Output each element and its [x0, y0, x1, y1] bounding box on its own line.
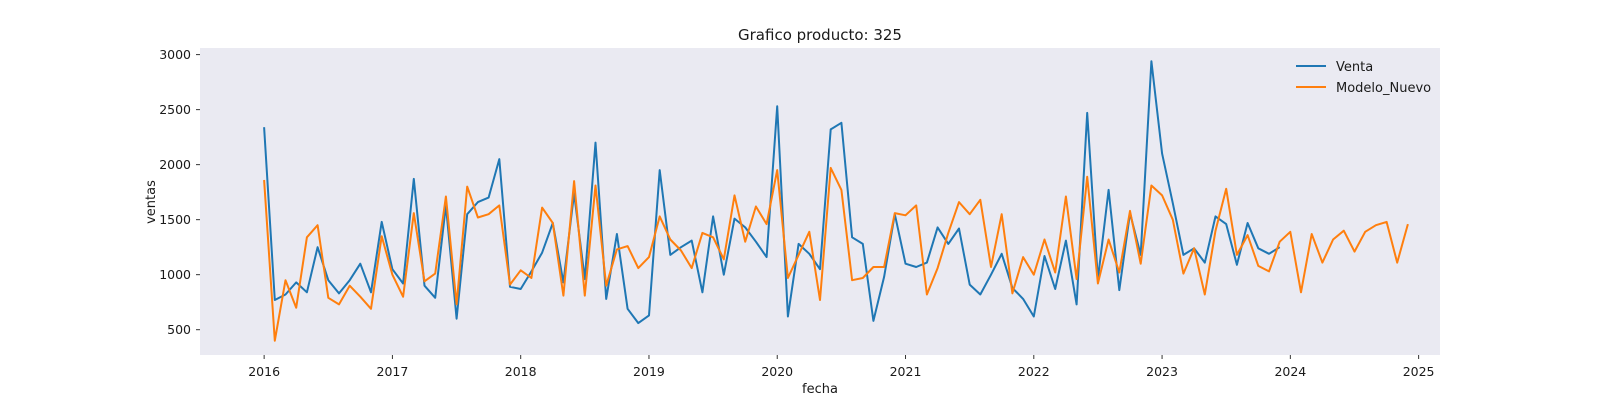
- y-tick-label: 2500: [159, 102, 191, 117]
- x-axis: 2016 2017 2018 2019 2020 2021 2022 2023 2024 2025: [248, 355, 1435, 379]
- y-tick-label: 2000: [159, 157, 191, 172]
- x-tick-label: 2024: [1274, 364, 1306, 379]
- y-tick-label: 500: [167, 322, 191, 337]
- x-tick-label: 2018: [505, 364, 537, 379]
- x-tick-label: 2023: [1146, 364, 1178, 379]
- x-tick-label: 2021: [890, 364, 922, 379]
- x-tick-label: 2017: [377, 364, 409, 379]
- y-tick-label: 1500: [159, 212, 191, 227]
- series-layer: [263, 60, 1409, 342]
- y-tick-label: 3000: [159, 47, 191, 62]
- x-tick-label: 2020: [761, 364, 793, 379]
- x-tick-label: 2022: [1018, 364, 1050, 379]
- legend-label: Modelo_Nuevo: [1336, 81, 1431, 96]
- x-tick-label: 2025: [1403, 364, 1435, 379]
- x-tick-label: 2019: [633, 364, 665, 379]
- x-axis-label: fecha: [802, 382, 838, 397]
- legend: Venta Modelo_Nuevo: [1296, 60, 1431, 96]
- series-line-venta: [263, 60, 1281, 325]
- chart-title: Grafico producto: 325: [738, 26, 902, 44]
- series-line-modelo-nuevo: [263, 166, 1409, 342]
- plot-area: [200, 48, 1440, 355]
- legend-label: Venta: [1336, 60, 1373, 75]
- x-tick-label: 2016: [248, 364, 280, 379]
- y-tick-label: 1000: [159, 267, 191, 282]
- y-axis: 500 1000 1500 2000 2500 3000: [159, 47, 200, 337]
- y-axis-label: ventas: [144, 180, 159, 224]
